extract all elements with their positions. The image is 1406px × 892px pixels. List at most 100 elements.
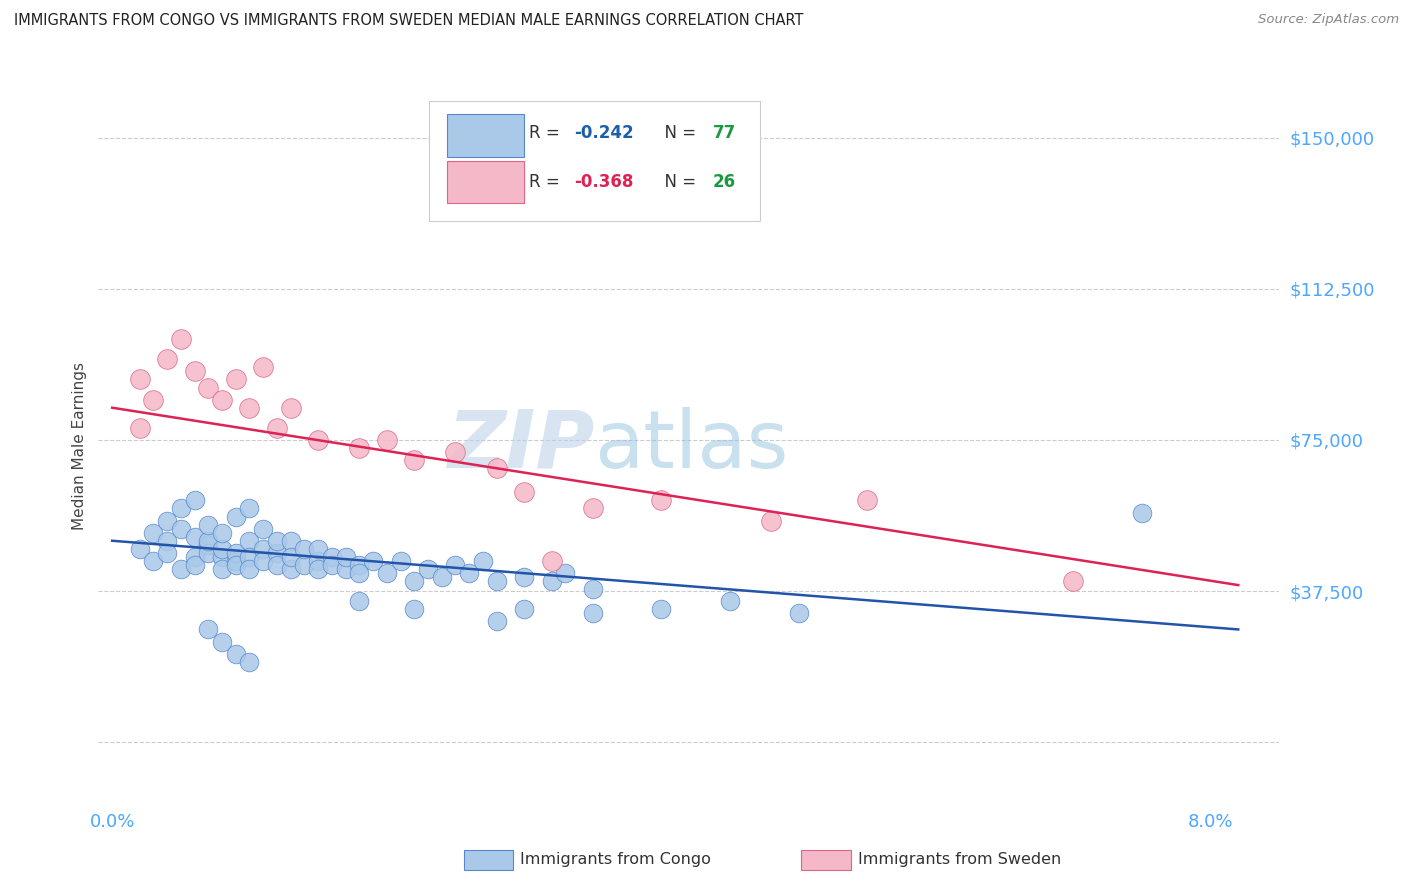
Point <box>761 514 783 528</box>
Point <box>321 558 343 572</box>
Point <box>183 549 205 564</box>
Point <box>349 441 371 455</box>
Point <box>170 522 193 536</box>
Point <box>183 530 205 544</box>
FancyBboxPatch shape <box>447 114 523 157</box>
Point <box>266 558 288 572</box>
Point <box>266 421 288 435</box>
Point <box>513 570 536 584</box>
Point <box>582 501 605 516</box>
Point <box>252 541 274 556</box>
FancyBboxPatch shape <box>447 161 523 203</box>
Point <box>540 554 562 568</box>
Point <box>225 509 247 524</box>
Point <box>238 562 260 576</box>
Point <box>349 558 371 572</box>
Point <box>156 533 179 548</box>
Point <box>485 615 508 629</box>
Point <box>156 514 179 528</box>
Point <box>335 549 357 564</box>
Point <box>211 634 233 648</box>
Point <box>170 562 193 576</box>
Point <box>128 541 150 556</box>
Point <box>280 562 302 576</box>
Point <box>280 549 302 564</box>
Point <box>238 501 260 516</box>
Point <box>280 533 302 548</box>
Point <box>252 360 274 375</box>
Point <box>307 562 329 576</box>
Point <box>197 517 219 532</box>
Point <box>225 554 247 568</box>
Text: R =: R = <box>530 173 565 191</box>
FancyBboxPatch shape <box>429 102 759 221</box>
Point <box>238 549 260 564</box>
Text: N =: N = <box>654 173 700 191</box>
Point <box>142 525 165 540</box>
Point <box>225 647 247 661</box>
Point <box>211 562 233 576</box>
Point <box>554 566 576 580</box>
Text: Source: ZipAtlas.com: Source: ZipAtlas.com <box>1258 13 1399 27</box>
Point <box>471 554 494 568</box>
Point <box>183 558 205 572</box>
Point <box>404 574 426 588</box>
Point <box>183 364 205 378</box>
Point <box>170 501 193 516</box>
Point <box>183 493 205 508</box>
Text: ZIP: ZIP <box>447 407 595 485</box>
Point <box>225 546 247 560</box>
Point <box>430 570 453 584</box>
Point <box>197 533 219 548</box>
Point <box>307 433 329 447</box>
Point <box>252 554 274 568</box>
Point <box>197 380 219 394</box>
Point <box>650 493 672 508</box>
Point <box>280 401 302 415</box>
Point <box>375 433 398 447</box>
Point <box>266 546 288 560</box>
Point <box>389 554 412 568</box>
Point <box>856 493 879 508</box>
Point <box>349 566 371 580</box>
Point <box>404 602 426 616</box>
Text: Immigrants from Sweden: Immigrants from Sweden <box>858 853 1062 867</box>
Point <box>128 372 150 386</box>
Point <box>787 607 810 621</box>
Point <box>444 558 467 572</box>
Point <box>170 332 193 346</box>
Point <box>416 562 439 576</box>
Point <box>156 352 179 367</box>
Point <box>1062 574 1084 588</box>
Point <box>128 421 150 435</box>
Point <box>307 541 329 556</box>
Point <box>485 461 508 475</box>
Point <box>513 485 536 500</box>
Point <box>349 594 371 608</box>
Point <box>582 582 605 596</box>
Text: R =: R = <box>530 125 565 143</box>
Point <box>142 392 165 407</box>
Point <box>238 655 260 669</box>
Point <box>485 574 508 588</box>
Point <box>650 602 672 616</box>
Point <box>513 602 536 616</box>
Point <box>582 607 605 621</box>
Point <box>444 445 467 459</box>
Text: 26: 26 <box>713 173 735 191</box>
Point <box>211 541 233 556</box>
Point <box>197 546 219 560</box>
Point <box>321 549 343 564</box>
Point <box>404 453 426 467</box>
Point <box>225 558 247 572</box>
Point <box>294 541 316 556</box>
Text: IMMIGRANTS FROM CONGO VS IMMIGRANTS FROM SWEDEN MEDIAN MALE EARNINGS CORRELATION: IMMIGRANTS FROM CONGO VS IMMIGRANTS FROM… <box>14 13 804 29</box>
Text: -0.242: -0.242 <box>575 125 634 143</box>
Text: atlas: atlas <box>595 407 789 485</box>
Text: N =: N = <box>654 125 700 143</box>
Point <box>252 522 274 536</box>
Point <box>211 549 233 564</box>
Text: -0.368: -0.368 <box>575 173 634 191</box>
Y-axis label: Median Male Earnings: Median Male Earnings <box>72 362 87 530</box>
Point <box>266 533 288 548</box>
